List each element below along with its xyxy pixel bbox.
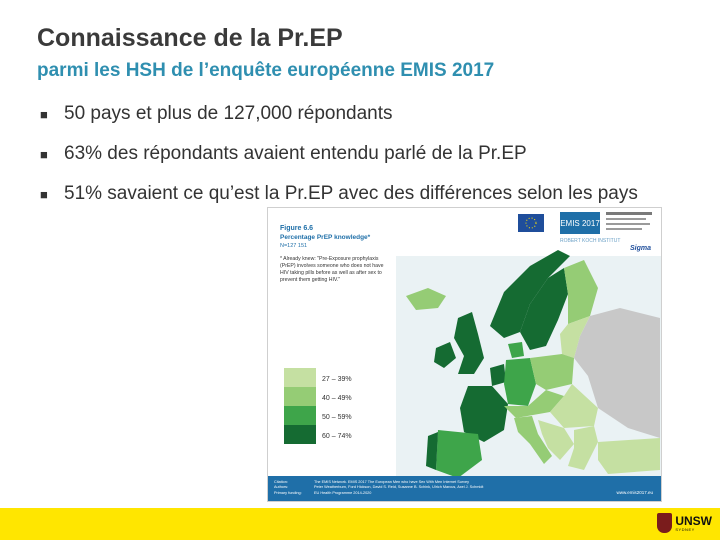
country-shape: [490, 250, 570, 338]
figure-citation-band: [268, 476, 661, 501]
sigma-logo-text: Sigma: [630, 245, 651, 252]
country-shape: [436, 430, 482, 478]
country-shape: [568, 426, 598, 470]
partner-logo: [606, 218, 646, 220]
legend-label: 27 – 39%: [322, 376, 352, 383]
citation-label: Citation:: [274, 480, 288, 484]
bullet-text: 51% savaient ce qu’est la Pr.EP avec des…: [64, 183, 638, 204]
legend-swatch: [284, 387, 316, 406]
authors-text: Peter Weatherburn, Ford Hickson, David S…: [314, 485, 484, 489]
partner-logo: [606, 228, 642, 230]
unsw-logo-subtext: SYDNEY: [675, 526, 695, 532]
unsw-logo: UNSW SYDNEY: [657, 513, 712, 533]
country-shape: [560, 316, 590, 358]
authors-label: Authors:: [274, 485, 288, 489]
bullet-text: 63% des répondants avaient entendu parlé…: [64, 143, 527, 164]
slide-title: Connaissance de la Pr.EP: [37, 24, 343, 52]
country-shape: [434, 342, 456, 368]
country-shape: [454, 312, 484, 374]
figure-note: * Already knew: "Pre-Exposure prophylaxi…: [280, 256, 384, 283]
bullet-marker-icon: ■: [40, 147, 48, 162]
country-shape: [550, 384, 598, 428]
country-shape: [504, 390, 564, 418]
emis-logo-text: EMIS 2017: [560, 219, 600, 228]
legend-swatch: [284, 368, 316, 387]
country-shape: [508, 342, 524, 358]
unsw-crest-icon: [657, 513, 673, 533]
figure-heading: Figure 6.6: [280, 225, 313, 232]
footer-bar: UNSW SYDNEY: [0, 508, 720, 540]
funding-text: EU Health Programme 2014-2020: [314, 491, 371, 495]
bullet-item: ■ 51% savaient ce qu’est la Pr.EP avec de…: [40, 182, 680, 206]
figure-subheading: Percentage PrEP knowledge*: [280, 234, 371, 241]
bullet-item: ■ 50 pays et plus de 127,000 répondants: [40, 102, 680, 126]
unsw-logo-text: UNSW: [675, 513, 712, 528]
bullet-list: ■ 50 pays et plus de 127,000 répondants ■…: [40, 102, 680, 222]
legend-label: 60 – 74%: [322, 433, 352, 440]
country-shape: [538, 420, 574, 460]
legend-label: 50 – 59%: [322, 414, 352, 421]
country-shape: [426, 432, 438, 470]
slide-subtitle: parmi les HSH de l’enquête européenne EM…: [37, 60, 495, 81]
partner-logo: [606, 223, 650, 225]
country-shape: [504, 358, 536, 406]
country-shape: [530, 354, 574, 390]
figure-note-text: * Already knew: "Pre-Exposure prophylaxi…: [280, 256, 384, 283]
legend-label: 40 – 49%: [322, 395, 352, 402]
eu-stars: [525, 217, 537, 229]
partner-logo: [606, 212, 652, 215]
figure-url: www.emis2017.eu: [616, 490, 653, 495]
bullet-marker-icon: ■: [40, 187, 48, 202]
eu-flag-icon: [518, 214, 544, 232]
bullet-text: 50 pays et plus de 127,000 répondants: [64, 103, 393, 124]
country-shape: [598, 438, 660, 474]
emis-logo: [560, 212, 600, 234]
citation-text: The EMIS Network. EMIS 2017 The European…: [314, 480, 469, 484]
legend-swatch: [284, 406, 316, 425]
legend-swatch: [284, 425, 316, 444]
rki-logo-text: ROBERT KOCH INSTITUT: [560, 238, 620, 244]
bullet-marker-icon: ■: [40, 107, 48, 122]
country-shape: [460, 386, 508, 442]
country-shape: [564, 260, 598, 324]
funding-label: Primary funding:: [274, 491, 302, 495]
country-shape: [490, 364, 506, 386]
country-shape: [406, 288, 446, 310]
figure-sample-size: N=127 151: [280, 243, 307, 249]
bullet-item: ■ 63% des répondants avaient entendu parl…: [40, 142, 680, 166]
country-shape: [520, 268, 568, 350]
europe-map-svg: EMIS 2017 ROBERT KOCH INSTITUT Sigma Fig…: [268, 208, 661, 501]
emis-map-figure: EMIS 2017 ROBERT KOCH INSTITUT Sigma Fig…: [267, 207, 662, 502]
country-shape: [514, 416, 552, 464]
country-shape: [574, 308, 660, 438]
